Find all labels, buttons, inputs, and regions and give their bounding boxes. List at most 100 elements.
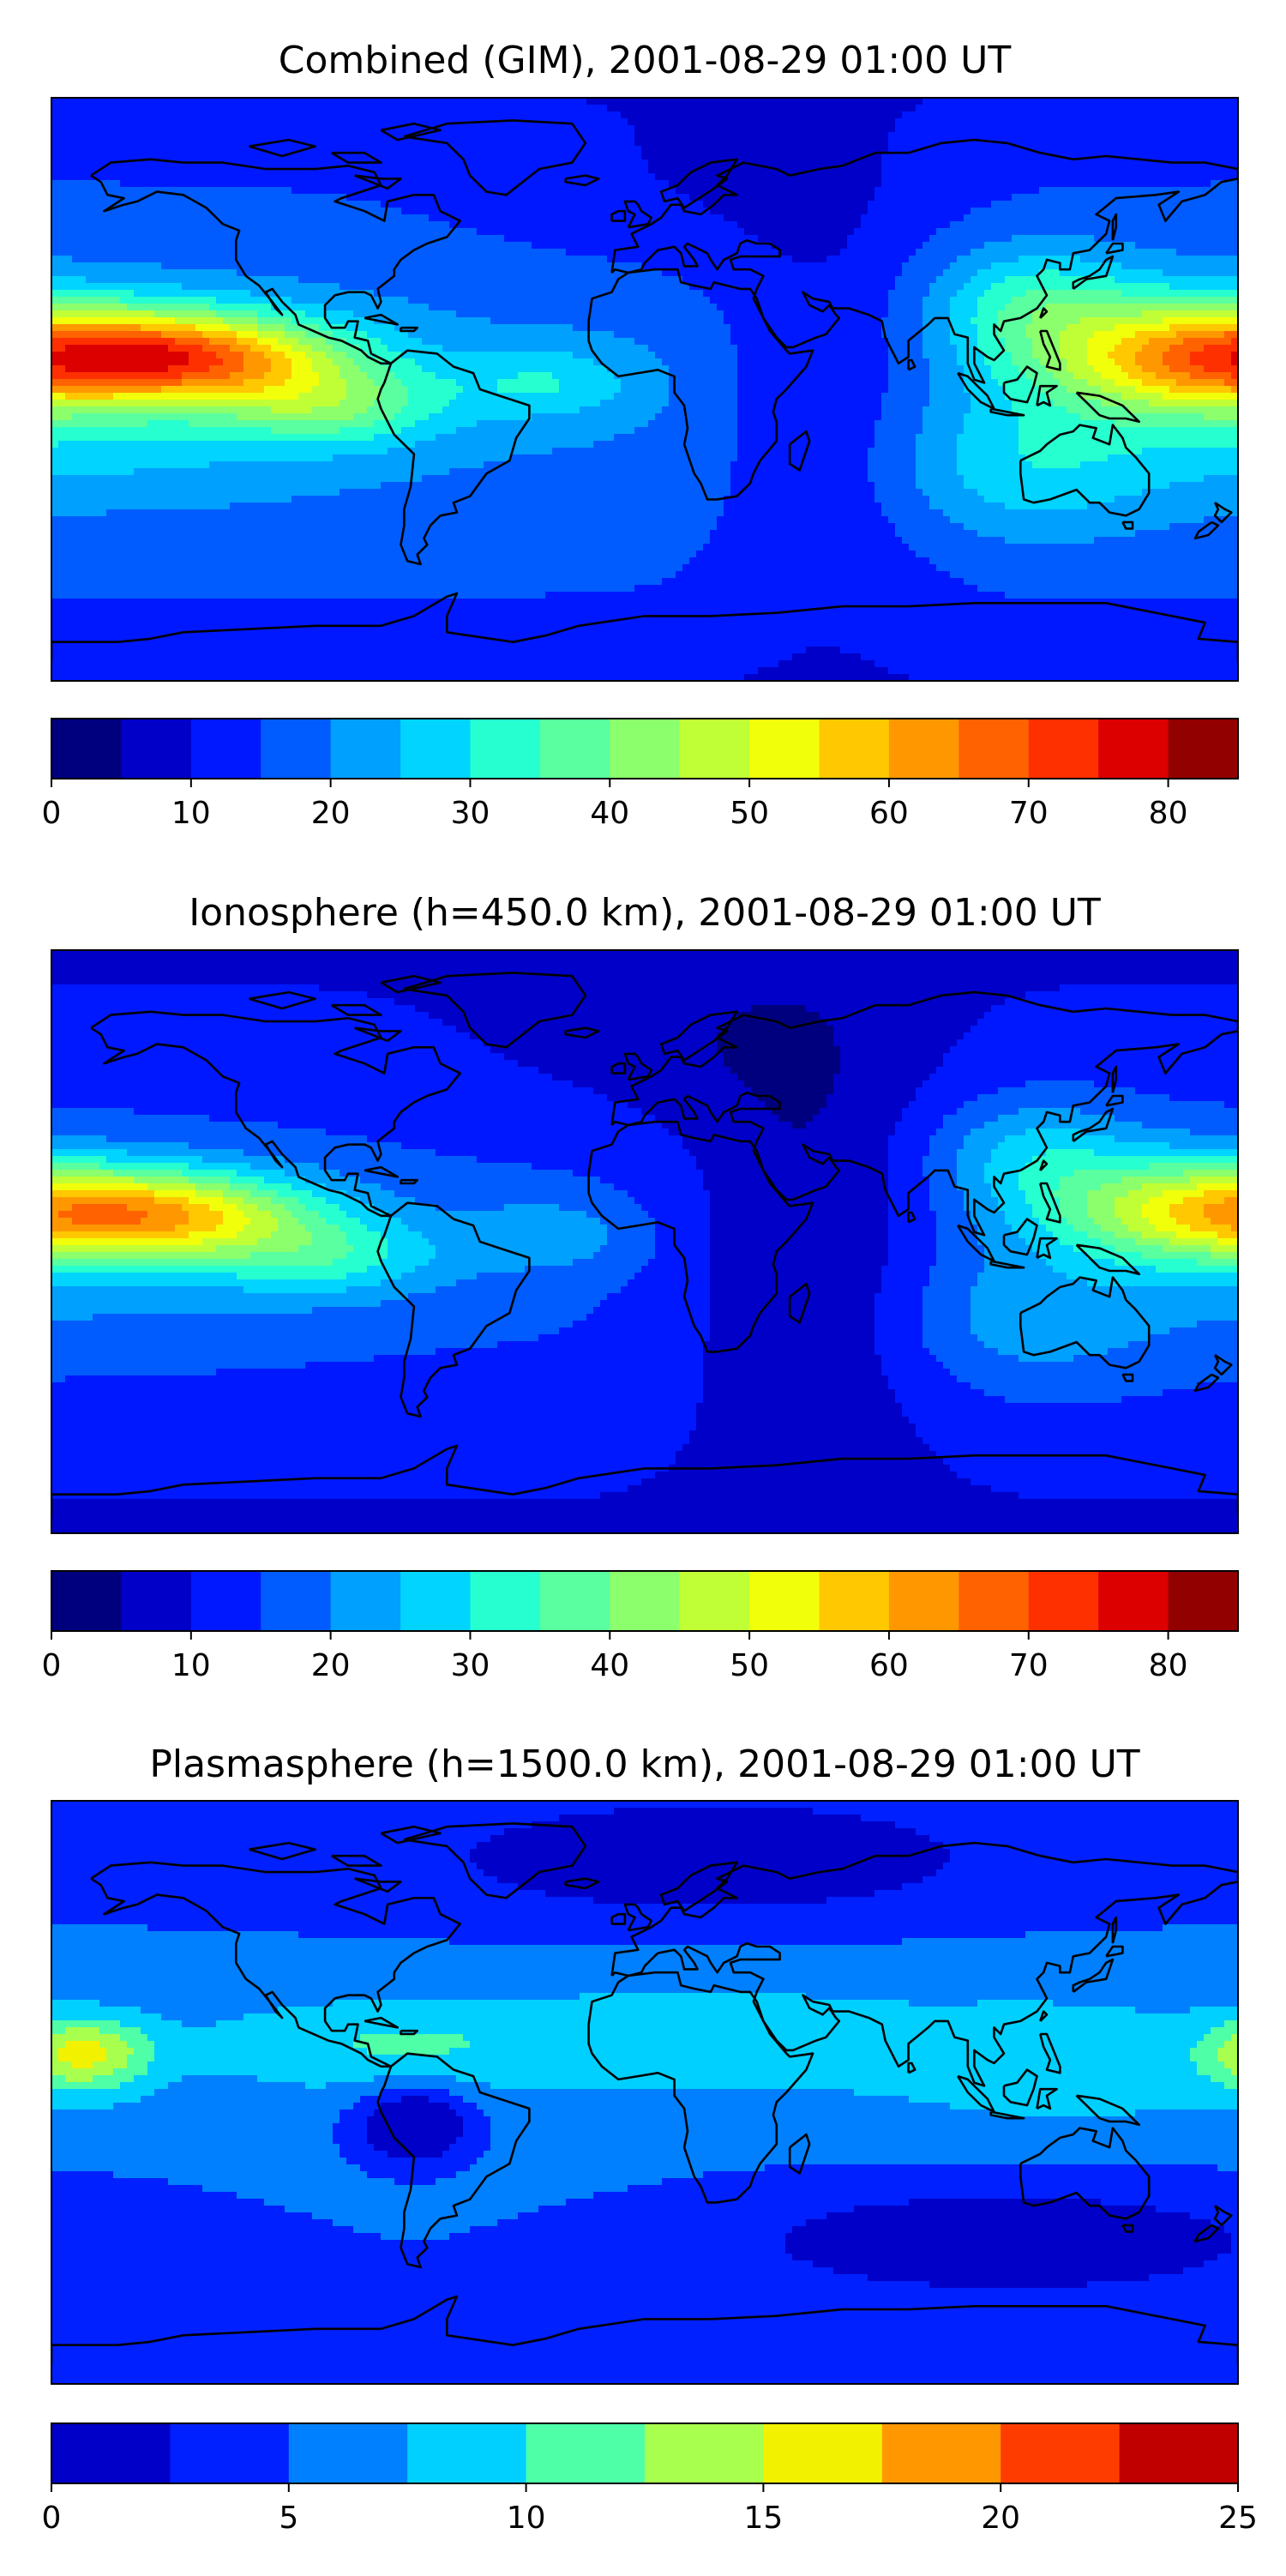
field-cell	[998, 118, 1006, 126]
field-cell	[250, 166, 258, 174]
field-cell	[168, 201, 176, 208]
field-cell	[264, 228, 272, 236]
field-cell	[127, 139, 135, 147]
field-cell	[792, 118, 800, 126]
field-cell	[429, 146, 436, 153]
field-cell	[874, 242, 882, 250]
field-cell	[751, 159, 759, 167]
field-cell	[902, 208, 910, 215]
field-cell	[758, 208, 766, 215]
field-cell	[518, 221, 526, 229]
field-cell	[676, 118, 683, 126]
field-cell	[1135, 276, 1143, 284]
field-cell	[1176, 262, 1184, 270]
field-cell	[127, 180, 135, 188]
field-cell	[600, 221, 608, 229]
field-cell	[813, 201, 820, 208]
field-cell	[168, 98, 176, 105]
field-cell	[470, 201, 478, 208]
field-cell	[799, 276, 807, 284]
field-cell	[1217, 256, 1225, 263]
field-cell	[1176, 118, 1184, 126]
field-cell	[758, 153, 766, 160]
field-cell	[792, 125, 800, 133]
field-cell	[710, 194, 718, 202]
field-cell	[429, 118, 436, 126]
field-cell	[662, 132, 670, 140]
field-cell	[696, 105, 704, 112]
field-cell	[833, 180, 841, 188]
field-cell	[291, 276, 299, 284]
field-cell	[360, 139, 368, 147]
field-cell	[442, 269, 450, 277]
field-cell	[285, 201, 292, 208]
field-cell	[1197, 153, 1205, 160]
field-cell	[806, 235, 814, 243]
field-cell	[394, 269, 402, 277]
field-cell	[429, 242, 436, 250]
field-cell	[1115, 249, 1122, 256]
field-cell	[442, 159, 450, 167]
field-cell	[58, 249, 66, 256]
field-cell	[1019, 132, 1026, 140]
field-cell	[1067, 290, 1074, 298]
field-cell	[593, 221, 601, 229]
field-cell	[1183, 228, 1191, 236]
field-cell	[676, 132, 683, 140]
field-cell	[1156, 159, 1163, 167]
field-cell	[374, 201, 382, 208]
field-cell	[422, 139, 430, 147]
field-cell	[1087, 159, 1095, 167]
field-cell	[237, 187, 244, 195]
field-cell	[511, 166, 519, 174]
field-cell	[874, 290, 882, 298]
field-cell	[628, 235, 635, 243]
field-cell	[1128, 180, 1136, 188]
field-cell	[545, 249, 553, 256]
field-cell	[353, 187, 361, 195]
field-cell	[134, 242, 141, 250]
field-cell	[1053, 269, 1061, 277]
field-cell	[223, 139, 231, 147]
field-cell	[216, 214, 224, 222]
field-cell	[1019, 221, 1026, 229]
field-cell	[134, 201, 141, 208]
field-cell	[1135, 283, 1143, 291]
panel-title: Combined (GIM), 2001-08-29 01:00 UT	[279, 39, 1012, 82]
field-cell	[806, 146, 814, 153]
field-cell	[710, 125, 718, 133]
field-cell	[833, 139, 841, 147]
field-cell	[977, 132, 985, 140]
field-cell	[168, 132, 176, 140]
field-cell	[744, 194, 752, 202]
field-cell	[291, 256, 299, 263]
field-cell	[868, 105, 875, 112]
field-cell	[998, 249, 1006, 256]
field-cell	[971, 269, 978, 277]
field-cell	[230, 125, 237, 133]
field-cell	[147, 208, 155, 215]
field-cell	[648, 283, 656, 291]
field-cell	[1046, 256, 1054, 263]
field-cell	[957, 290, 964, 298]
field-cell	[730, 153, 738, 160]
field-cell	[401, 283, 409, 291]
field-cell	[340, 166, 347, 174]
field-cell	[1197, 201, 1205, 208]
field-cell	[895, 173, 903, 181]
field-cell	[86, 256, 93, 263]
field-cell	[614, 262, 622, 270]
field-cell	[676, 228, 683, 236]
field-cell	[113, 276, 121, 284]
field-cell	[422, 290, 430, 298]
field-cell	[874, 269, 882, 277]
field-cell	[1197, 139, 1205, 147]
field-cell	[971, 111, 978, 119]
field-cell	[634, 98, 642, 105]
field-cell	[648, 262, 656, 270]
field-cell	[641, 208, 649, 215]
field-cell	[394, 153, 402, 160]
field-cell	[847, 214, 855, 222]
field-cell	[374, 139, 382, 147]
field-cell	[147, 269, 155, 277]
